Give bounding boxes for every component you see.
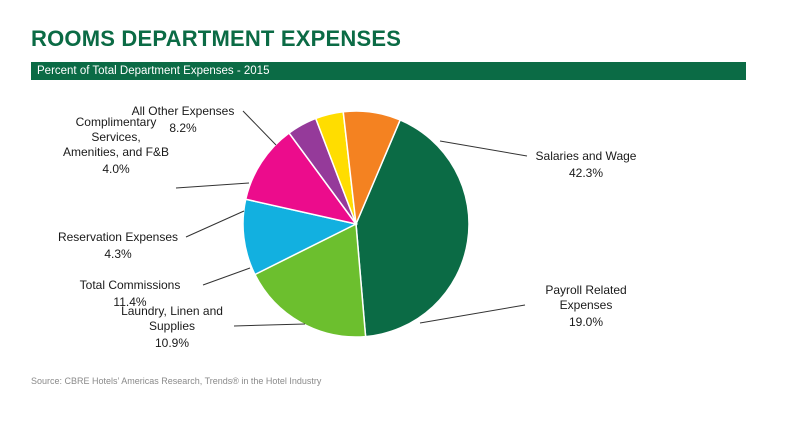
- slice-value-label: 10.9%: [155, 336, 189, 350]
- slice-label: Laundry, Linen and: [121, 304, 223, 318]
- pie-slice: [355, 118, 470, 338]
- leader-line: [439, 140, 528, 157]
- slice-value-label: 4.3%: [104, 247, 132, 261]
- slice-value-label: 42.3%: [569, 166, 603, 180]
- leader-line: [202, 267, 251, 286]
- slice-label: Services,: [91, 130, 140, 144]
- slice-label: Expenses: [560, 298, 613, 312]
- pie-slice: [244, 131, 358, 226]
- chart-subtitle: Percent of Total Department Expenses - 2…: [31, 62, 746, 80]
- slice-value-label: 19.0%: [569, 315, 603, 329]
- source-note: Source: CBRE Hotels’ Americas Research, …: [31, 376, 322, 386]
- slice-value-label: 4.0%: [102, 162, 130, 176]
- slice-label: Salaries and Wage: [536, 149, 637, 163]
- leader-line: [185, 210, 245, 238]
- slice-label: Total Commissions: [80, 278, 181, 292]
- slice-label: Reservation Expenses: [58, 230, 178, 244]
- leader-line: [233, 323, 306, 327]
- leader-line: [419, 304, 526, 324]
- slice-label: All Other Expenses: [132, 104, 235, 118]
- slice-label: Amenities, and F&B: [63, 145, 169, 159]
- leader-line: [175, 182, 250, 189]
- slice-value-label: 8.2%: [169, 121, 197, 135]
- slice-label: Payroll Related: [545, 283, 626, 297]
- pie-slice: [253, 222, 367, 338]
- chart-title: ROOMS DEPARTMENT EXPENSES: [31, 26, 402, 51]
- leader-line: [242, 110, 277, 146]
- slice-label: Supplies: [149, 319, 195, 333]
- slice-value-label: 11.4%: [113, 295, 146, 309]
- pie-slice: [342, 110, 402, 227]
- slice-label: Complimentary: [76, 115, 157, 129]
